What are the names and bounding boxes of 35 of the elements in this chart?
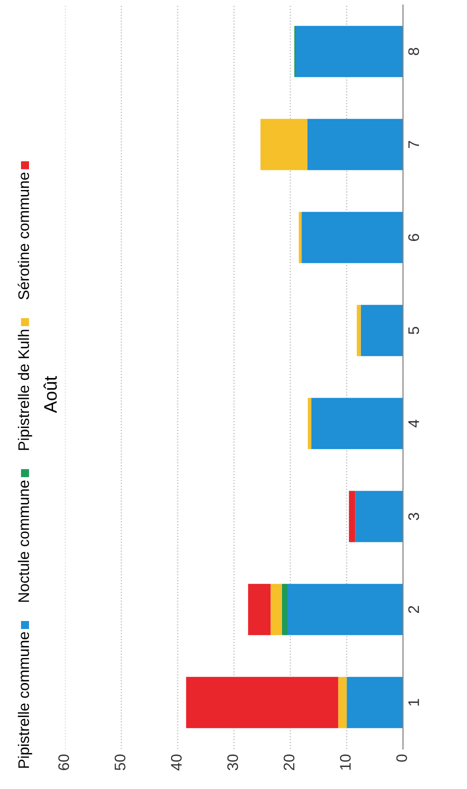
x-tick-label: 50 (114, 754, 126, 770)
text: Août (44, 376, 57, 414)
y-tick-label: 6 (408, 234, 420, 241)
bar (348, 490, 356, 542)
y-tick-label: 7 (408, 141, 419, 148)
bar (282, 584, 288, 636)
bar (311, 398, 403, 450)
x-tick-label: 0 (396, 754, 408, 762)
x-tick-label: 30 (227, 754, 238, 770)
bar (270, 584, 282, 636)
bar (248, 584, 271, 636)
legend-label: Pipistrelle commune (18, 632, 32, 768)
bar (355, 490, 403, 542)
y-tick-label: 5 (408, 326, 420, 334)
bar (338, 676, 347, 728)
legend-label: Sérotine commune (18, 172, 30, 300)
x-tick-label: 40 (170, 754, 182, 770)
y-tick-label: 2 (408, 606, 419, 613)
x-tick-label: 20 (284, 754, 294, 770)
legend-label: Noctule commune (18, 480, 30, 602)
bar (186, 676, 338, 728)
bar (360, 304, 403, 356)
y-tick-label: 4 (408, 420, 419, 428)
bar (260, 118, 308, 170)
bar (307, 118, 403, 170)
x-tick-label: 10 (340, 754, 351, 770)
bar (302, 212, 403, 264)
legend-label: Pipistrelle de Kulh (18, 330, 32, 450)
bar (288, 584, 403, 636)
y-tick-label: 1 (408, 698, 419, 706)
bar (346, 676, 403, 728)
x-tick-label: 60 (58, 754, 70, 770)
bar (296, 26, 403, 78)
y-tick-label: 8 (408, 48, 420, 56)
y-tick-label: 3 (408, 512, 420, 520)
